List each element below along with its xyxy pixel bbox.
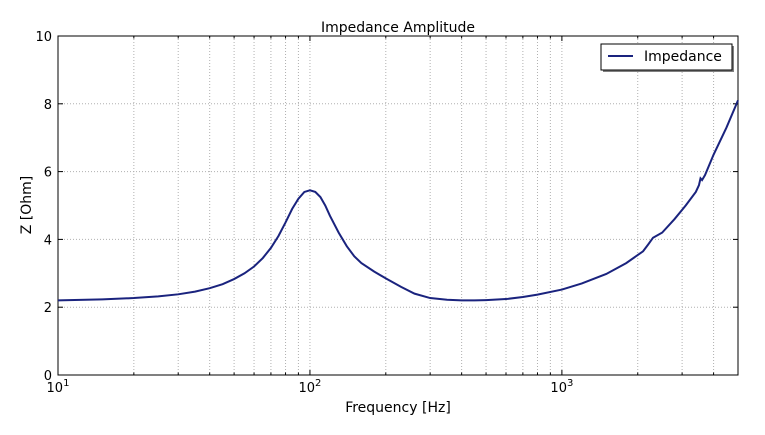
y-tick-label: 8 — [44, 98, 52, 113]
plot-area — [57, 35, 739, 376]
y-tick-label: 4 — [44, 233, 52, 248]
y-tick-label: 6 — [44, 166, 52, 181]
chart-title: Impedance Amplitude — [321, 20, 475, 36]
x-tick-label: 102 — [298, 378, 321, 396]
y-tick-label: 2 — [44, 301, 52, 316]
tick-labels: 0 2 4 6 8 10 101 102 103 — [35, 30, 573, 396]
x-tick-label: 101 — [47, 378, 70, 396]
y-tick-label: 10 — [35, 30, 52, 45]
series-line — [57, 100, 739, 302]
legend: Impedance — [600, 43, 734, 72]
ticks — [58, 35, 738, 376]
y-axis-title: Z [Ohm] — [19, 176, 35, 235]
y-tick-label: 0 — [44, 369, 52, 384]
legend-label: Impedance — [644, 49, 722, 65]
x-tick-label: 103 — [550, 378, 573, 396]
grid — [58, 36, 738, 375]
x-axis-title: Frequency [Hz] — [345, 400, 451, 416]
